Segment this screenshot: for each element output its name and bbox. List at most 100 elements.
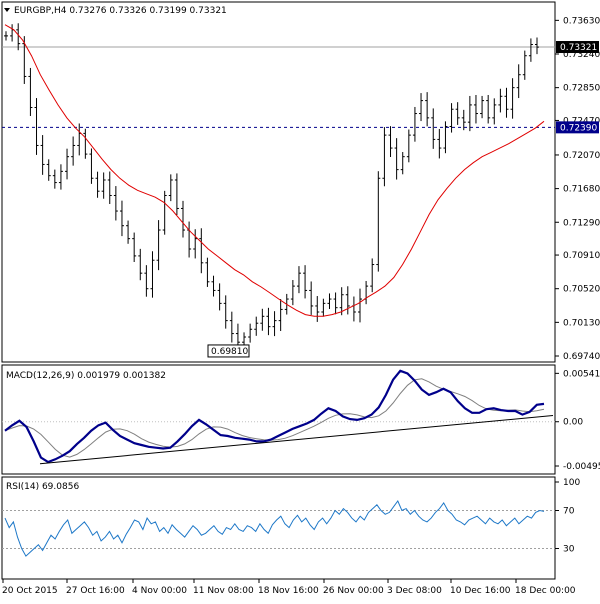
price-bar [290,280,295,306]
price-bar [132,232,137,263]
price-bar [95,171,100,198]
price-bar [162,190,167,235]
price-bar [77,123,82,156]
price-bar [174,173,179,216]
price-bar [65,148,70,180]
x-tick-label: 18 Nov 16:00 [258,586,319,596]
price-bar [193,229,198,259]
support-level-tag-bg [556,121,599,134]
price-bar [473,94,478,124]
price-pane-frame [1,1,556,363]
macd-y-tick-label: 0.00 [563,418,583,428]
price-bar [46,159,51,181]
price-bar [278,299,283,332]
price-bar [376,171,381,272]
price-bar [333,292,338,315]
macd-pane-frame [1,364,556,475]
price-bar [315,296,320,322]
price-y-tick-label: 0.70910 [563,251,600,261]
price-bar [528,38,533,62]
price-bar [58,164,63,190]
price-bar [382,127,387,187]
price-bars [4,23,539,353]
price-y-tick-label: 0.69740 [563,352,600,362]
low-annotation-label: 0.69810 [211,347,248,357]
x-tick-label: 20 Oct 2015 [2,586,58,596]
x-tick-label: 26 Nov 00:00 [323,586,384,596]
price-bar [351,296,356,322]
price-bar [168,174,173,202]
price-bar [461,109,466,131]
price-bar [486,94,491,124]
low-annotation-box [207,344,250,358]
macd-y-tick-label: 0.005414 [563,369,600,379]
price-bar [467,95,472,132]
price-bar [309,281,314,315]
price-bar [119,200,124,237]
price-y-tick-label: 0.73240 [563,50,600,60]
price-bar [321,298,326,317]
price-bar [425,92,430,127]
macd-header-label: MACD(12,26,9) 0.001979 0.001382 [6,371,166,381]
rsi-line [4,500,545,557]
price-y-tick-label: 0.73630 [563,16,600,26]
rsi-y-tick-label: 70 [563,507,575,517]
price-bar [101,172,106,199]
price-bar [431,108,436,149]
price-y-tick-label: 0.70130 [563,318,600,328]
price-bar [181,200,185,238]
dropdown-triangle-icon [4,8,10,12]
price-bar [199,228,204,274]
price-bar [327,293,332,309]
price-bar [89,148,94,184]
price-bar [248,323,253,343]
price-bar [138,248,143,281]
price-bar [34,98,39,155]
price-bar [449,103,454,133]
price-bar [40,135,45,175]
macd-trendline [39,414,554,465]
price-bar [211,275,216,297]
price-bar [510,78,515,119]
price-bar [339,287,344,316]
price-bar [364,280,369,305]
price-bar [358,288,362,323]
price-bar [394,138,399,180]
price-bar [516,64,521,99]
current-price-tag-label: 0.73321 [560,43,597,53]
macd-signal-line [4,378,545,458]
price-bar [455,102,460,125]
price-bar [83,128,88,159]
price-y-tick-label: 0.72070 [563,151,600,161]
price-bar [412,106,417,142]
price-bar [107,171,112,204]
x-tick-label: 4 Nov 00:00 [132,586,187,596]
price-bar [345,286,350,315]
price-bar [260,308,265,331]
rsi-pane-frame [1,476,556,580]
price-bar [400,152,405,175]
price-bar [22,36,27,84]
x-tick-label: 11 Nov 08:00 [193,586,254,596]
price-bar [229,311,234,343]
price-y-tick-label: 0.72850 [563,84,600,94]
support-level-tag-label: 0.72390 [560,123,597,133]
rsi-y-tick-label: 30 [563,545,575,555]
price-bar [71,136,76,166]
price-bar [144,265,149,297]
price-bar [370,258,375,293]
rsi-y-tick-label: 100 [563,478,580,488]
price-bar [296,266,301,294]
price-bar [156,220,161,271]
moving-average-line [4,24,545,317]
price-bar [522,50,527,80]
price-bar [28,67,33,116]
price-bar [205,257,210,287]
price-y-tick-label: 0.71290 [563,218,600,228]
price-bar [187,221,192,258]
price-bar [150,251,155,298]
price-bar [4,31,8,41]
price-bar [406,129,411,163]
price-bar [113,186,118,221]
